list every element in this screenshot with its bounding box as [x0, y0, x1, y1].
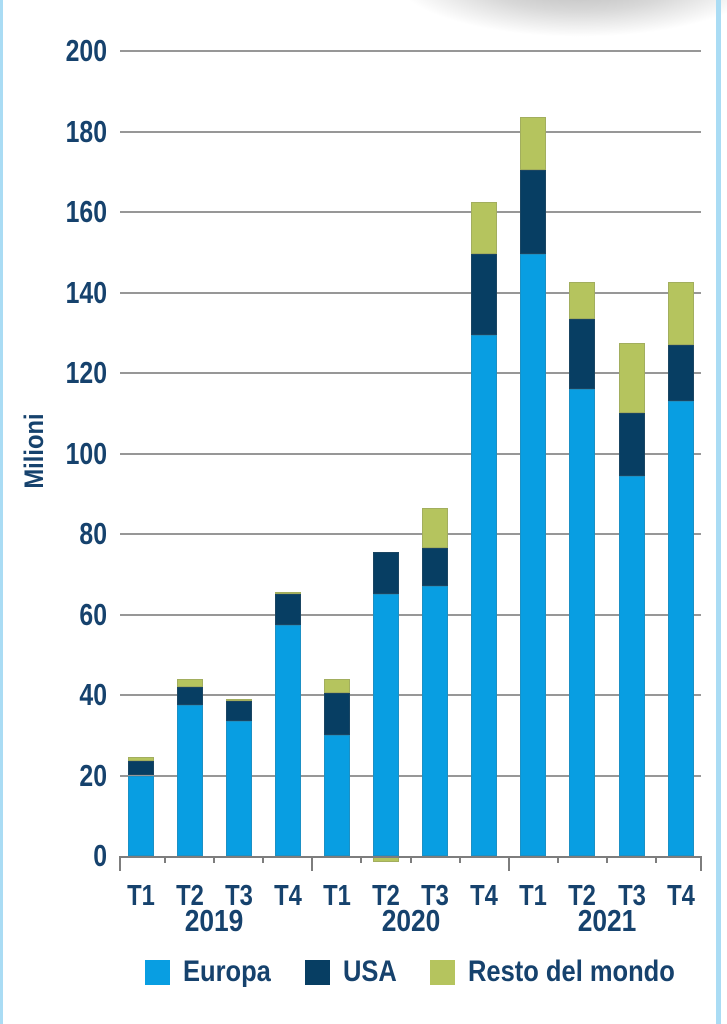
bar-segment-usa-9 [569, 318, 596, 390]
legend-label-europa: Europa [183, 955, 271, 988]
bar-segment-europa-8 [520, 254, 547, 856]
axis-tick-minor-8 [556, 856, 559, 863]
axis-tick-major-3 [700, 856, 702, 871]
year-label-2019: 2019 [184, 903, 244, 938]
x-tick-label-4: T1 [323, 880, 351, 912]
bar-segment-usa-5 [373, 552, 399, 595]
y-axis-tick-label: 20 [79, 757, 107, 793]
bar-segment-europa-3 [274, 624, 301, 856]
legend-item-usa: USA [305, 955, 406, 988]
bar-segment-usa-8 [520, 169, 547, 255]
bar-segment-usa-0 [127, 761, 154, 776]
x-tick-label-1: T2 [175, 880, 204, 912]
bar-segment-resto-del-mondo-10 [618, 342, 645, 414]
x-tick-label-6: T3 [421, 880, 449, 912]
y-axis-tick-label: 120 [65, 355, 107, 390]
bar-segment-europa-0 [127, 775, 154, 856]
legend-swatch-usa [305, 959, 330, 985]
axis-tick-minor-1 [213, 856, 216, 863]
axis-tick-major-1 [311, 856, 314, 871]
bar-segment-resto-del-mondo-2 [225, 699, 252, 702]
left-border-line [0, 0, 3, 1024]
x-tick-label-2: T3 [224, 880, 253, 912]
bar-segment-europa-9 [569, 389, 596, 856]
x-tick-label-8: T1 [519, 880, 548, 912]
x-tick-label-5: T2 [372, 880, 400, 912]
gridline-80 [120, 533, 701, 535]
bar-segment-usa-3 [274, 594, 301, 625]
gridline-180 [120, 130, 701, 133]
y-axis-tick-label: 100 [65, 435, 107, 471]
y-axis-tick-label: 140 [65, 274, 107, 310]
legend-item-europa: Europa [145, 955, 286, 988]
gridline-40 [120, 694, 701, 696]
x-tick-label-9: T2 [568, 880, 597, 912]
bar-segment-europa-6 [422, 586, 449, 856]
bar-segment-europa-4 [323, 735, 350, 856]
bar-segment-resto-del-mondo-8 [520, 117, 547, 170]
axis-tick-minor-4 [360, 856, 363, 863]
bar-segment-resto-del-mondo-7 [471, 201, 498, 255]
gridline-160 [120, 211, 701, 213]
axis-tick-minor-0 [164, 856, 167, 863]
gridline-100 [120, 452, 701, 455]
bar-segment-europa-5 [373, 594, 399, 856]
bar-segment-resto-del-mondo-9 [569, 282, 596, 319]
axis-tick-minor-10 [655, 856, 658, 863]
gridline-60 [120, 613, 701, 616]
bar-segment-resto-del-mondo-6 [422, 507, 449, 549]
bar-segment-europa-2 [225, 721, 252, 856]
gridline-120 [120, 372, 701, 374]
bar-segment-usa-11 [667, 344, 694, 402]
axis-tick-minor-6 [458, 856, 461, 863]
y-axis-tick-label: 180 [65, 113, 107, 149]
x-tick-label-11: T4 [666, 880, 695, 912]
bar-segment-europa-1 [176, 705, 203, 856]
y-axis-tick-label: 0 [93, 838, 107, 873]
bar-segment-usa-6 [422, 548, 449, 587]
x-tick-label-3: T4 [273, 880, 302, 912]
bar-segment-usa-7 [471, 254, 498, 335]
y-axis-tick-label: 40 [79, 677, 107, 712]
axis-tick-minor-5 [409, 856, 412, 863]
gridline-200 [120, 50, 701, 52]
gridline-140 [120, 291, 701, 294]
right-border-line [716, 0, 721, 1024]
x-tick-label-10: T3 [617, 880, 646, 912]
y-axis-tick-label: 200 [65, 33, 107, 68]
y-axis-tick-label: 160 [65, 194, 107, 229]
bar-segment-usa-10 [618, 413, 645, 476]
axis-tick-major-0 [119, 856, 121, 871]
legend-label-resto: Resto del mondo [468, 955, 675, 988]
bar-segment-europa-10 [618, 475, 645, 856]
year-label-2021: 2021 [577, 903, 637, 938]
bar-segment-resto-del-mondo-11 [667, 282, 694, 345]
axis-tick-major-2 [507, 856, 510, 871]
bar-segment-usa-2 [225, 701, 252, 722]
year-label-2020: 2020 [381, 903, 440, 938]
bar-segment-usa-4 [323, 692, 350, 736]
x-tick-label-7: T4 [470, 880, 499, 912]
legend-item-resto: Resto del mondo [430, 955, 711, 988]
gridline-20 [120, 774, 701, 777]
y-axis-tick-label: 80 [79, 516, 107, 551]
bar-segment-resto-del-mondo-1 [176, 678, 203, 687]
y-axis-tick-label: 60 [79, 596, 107, 632]
bar-segment-resto-del-mondo-5 [373, 856, 399, 863]
legend-swatch-europa [145, 959, 170, 985]
bar-segment-resto-del-mondo-0 [127, 757, 154, 762]
bar-segment-resto-del-mondo-4 [323, 678, 350, 693]
bar-segment-usa-1 [176, 686, 203, 706]
x-tick-label-0: T1 [126, 880, 155, 912]
axis-tick-minor-9 [605, 856, 608, 863]
legend-swatch-resto [430, 959, 455, 985]
axis-tick-minor-2 [262, 856, 265, 863]
bar-segment-europa-11 [667, 401, 694, 856]
bar-segment-resto-del-mondo-3 [274, 592, 301, 595]
bar-segment-europa-7 [471, 334, 498, 856]
legend-label-usa: USA [343, 955, 397, 988]
